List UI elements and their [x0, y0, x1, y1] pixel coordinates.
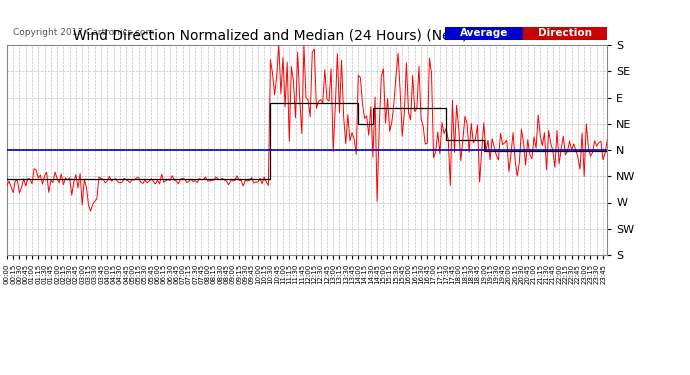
FancyBboxPatch shape	[523, 27, 607, 40]
Text: Direction: Direction	[538, 28, 592, 39]
Text: Copyright 2017 Cartronics.com: Copyright 2017 Cartronics.com	[13, 28, 154, 37]
FancyBboxPatch shape	[445, 27, 523, 40]
Text: Average: Average	[460, 28, 509, 39]
Title: Wind Direction Normalized and Median (24 Hours) (New) 20170327: Wind Direction Normalized and Median (24…	[72, 28, 542, 42]
